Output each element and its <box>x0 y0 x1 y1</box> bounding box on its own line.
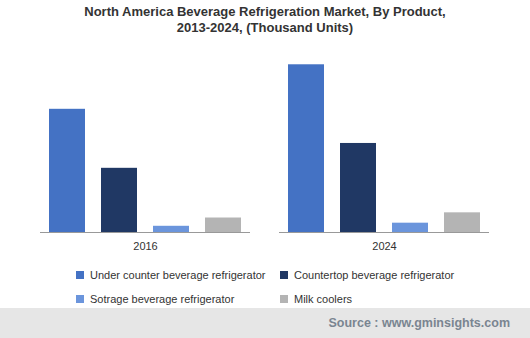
html-text:Under counter beverage refrige: Under counter beverage refrigerator <box>90 269 266 281</box>
html-text:Source : www.gminsights.com: Source : www.gminsights.com <box>328 316 510 330</box>
html-text:North America Beverage Refrige: North America Beverage Refrigeration Mar… <box>84 4 446 35</box>
svg-text:2024: 2024 <box>372 240 396 252</box>
svg-text:2016: 2016 <box>133 240 157 252</box>
html-text:Countertop beverage refrigerat: Countertop beverage refrigerator <box>294 269 455 281</box>
html-text:Milk coolers: Milk coolers <box>294 293 353 305</box>
html-text:Sotrage beverage refrigerator: Sotrage beverage refrigerator <box>90 293 235 305</box>
